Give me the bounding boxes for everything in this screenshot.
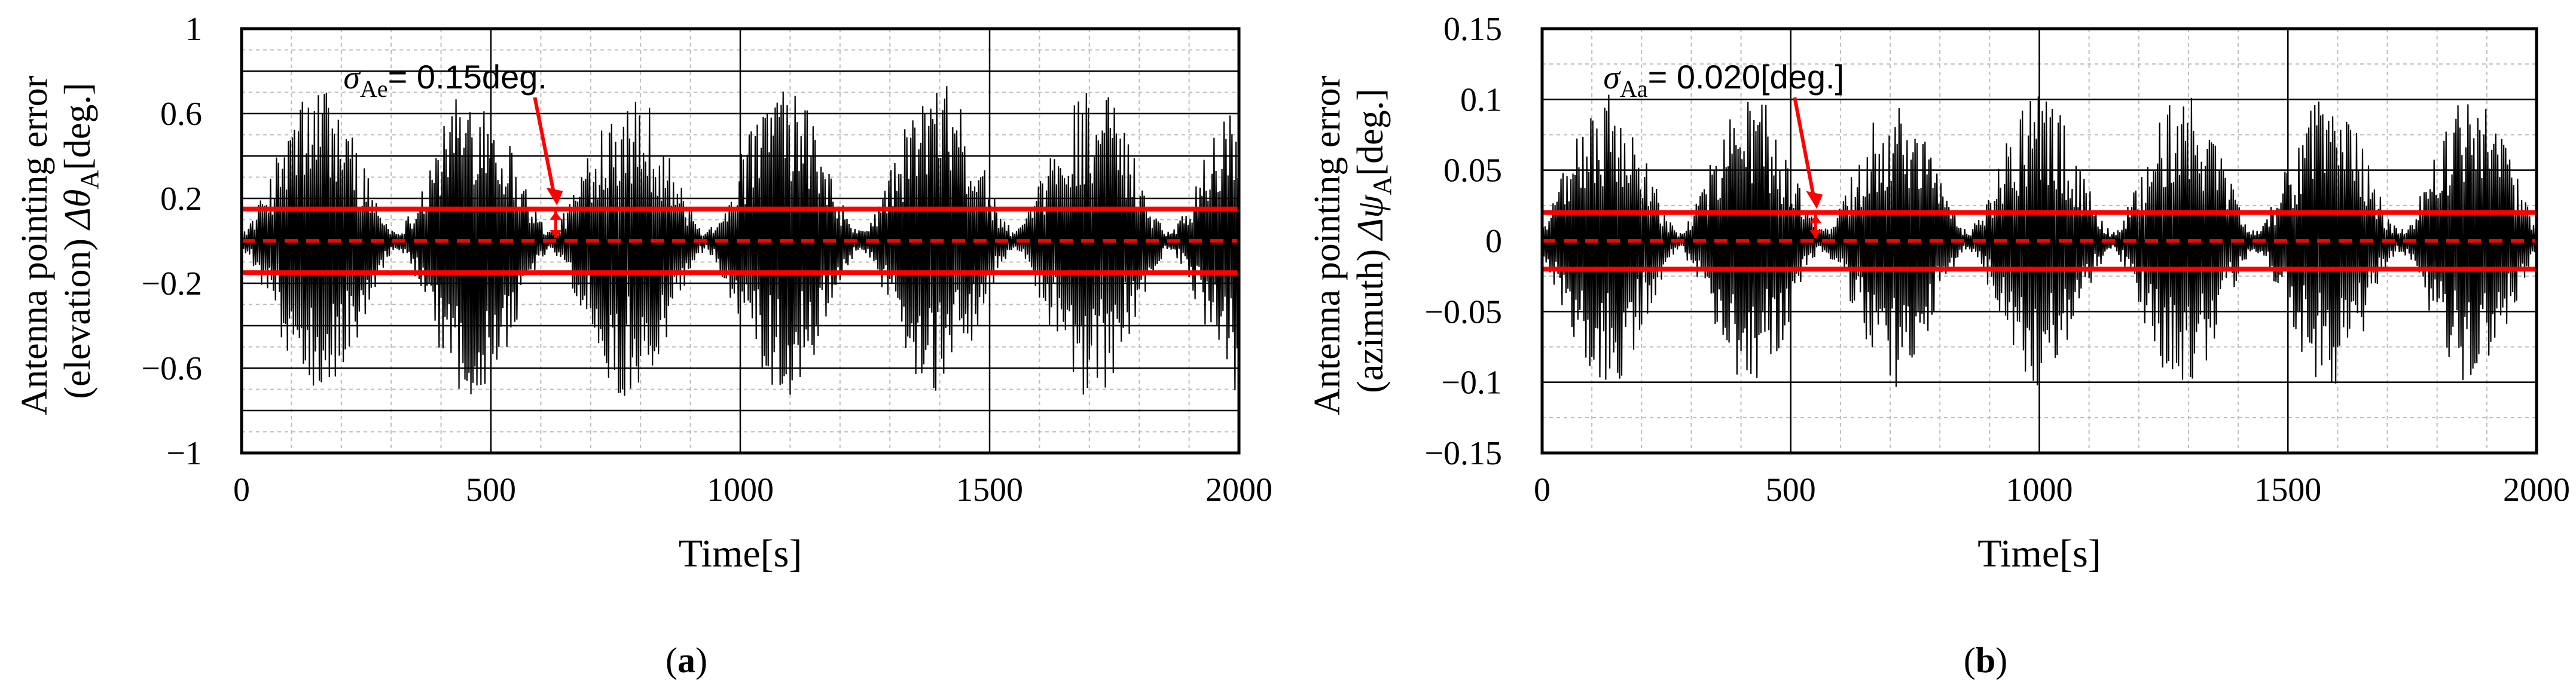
annotation: σAa= 0.020[deg.] bbox=[1603, 58, 1844, 238]
y-tick-label: 0.2 bbox=[160, 180, 202, 218]
annotation-arrowhead bbox=[1806, 191, 1823, 209]
y-axis-label-unit: [deg.] bbox=[1350, 88, 1391, 176]
y-tick-label: 0.05 bbox=[1443, 152, 1502, 189]
y-tick-label: −0.05 bbox=[1424, 293, 1502, 330]
y-tick-label: −0.6 bbox=[141, 350, 202, 387]
y-tick-label: 0.6 bbox=[160, 96, 202, 133]
annotation-subscript: Ae bbox=[360, 75, 388, 102]
annotation-symbol: σ bbox=[343, 59, 361, 96]
y-axis-label-symbol: Δψ bbox=[1350, 194, 1391, 241]
y-tick-label: −0.15 bbox=[1424, 435, 1502, 472]
y-axis-label-line1: Antenna pointing error bbox=[14, 75, 55, 415]
sigma-lines bbox=[1542, 210, 2537, 272]
y-tick-labels: −1 −0.6 −0.2 0.2 0.6 1 bbox=[141, 11, 202, 472]
x-tick-label: 1500 bbox=[956, 471, 1023, 509]
y-tick-label: 0 bbox=[1485, 223, 1502, 260]
annotation-arrow bbox=[1793, 97, 1817, 201]
y-axis-label-symbol: Δθ bbox=[57, 189, 98, 231]
annotation-symbol: σ bbox=[1603, 59, 1621, 96]
y-axis-label-unit: [deg.] bbox=[57, 83, 98, 170]
plot-frame bbox=[1540, 27, 2538, 455]
sigma-span-bottom-head bbox=[550, 230, 562, 238]
y-tick-labels: −0.15 −0.1 −0.05 0 0.05 0.1 0.15 bbox=[1424, 11, 1502, 472]
x-tick-label: 1500 bbox=[2254, 471, 2321, 509]
y-axis-label-line1: Antenna pointing error bbox=[1307, 75, 1348, 415]
y-axis-label-subscript: A bbox=[1368, 176, 1397, 195]
x-tick-label: 2000 bbox=[1205, 471, 1272, 509]
sigma-span-top-head bbox=[1809, 215, 1822, 223]
chart-panel-b: −0.15 −0.1 −0.05 0 0.05 0.1 0.15 0 500 1000 1500 2… bbox=[1307, 11, 2570, 680]
x-tick-label: 0 bbox=[233, 471, 250, 509]
x-tick-labels: 0 500 1000 1500 2000 bbox=[1534, 471, 2570, 509]
annotation-arrow bbox=[533, 97, 557, 198]
panel-label: (b) bbox=[1964, 641, 2007, 680]
y-axis-label-prefix: (elevation) bbox=[57, 229, 98, 399]
x-tick-label: 1000 bbox=[2006, 471, 2073, 509]
plot-frame bbox=[240, 27, 1241, 455]
y-axis-label: Antenna pointing error (elevation) ΔθA[d… bbox=[14, 66, 104, 415]
y-axis-label: Antenna pointing error (azimuth) ΔψA[deg… bbox=[1307, 66, 1397, 415]
x-axis-label: Time[s] bbox=[1977, 532, 2101, 575]
y-tick-label: 0.15 bbox=[1443, 11, 1502, 48]
panel-letter: b bbox=[1976, 641, 1995, 680]
x-tick-label: 0 bbox=[1534, 471, 1551, 509]
x-tick-label: 1000 bbox=[707, 471, 774, 509]
y-axis-label-line2: (elevation) ΔθA[deg.] bbox=[57, 83, 104, 399]
annotation-label: σAe= 0.15deg. bbox=[343, 58, 547, 102]
y-tick-label: 1 bbox=[185, 11, 202, 48]
annotation: σAe= 0.15deg. bbox=[343, 58, 563, 238]
sigma-span-bottom-head bbox=[1809, 230, 1822, 238]
x-tick-labels: 0 500 1000 1500 2000 bbox=[233, 471, 1272, 509]
x-tick-label: 2000 bbox=[2503, 471, 2570, 509]
y-tick-label: −0.2 bbox=[141, 265, 202, 302]
y-tick-label: −1 bbox=[166, 435, 202, 472]
annotation-value: = 0.15deg. bbox=[388, 58, 547, 96]
annotation-label: σAa= 0.020[deg.] bbox=[1603, 58, 1844, 102]
panel-letter: a bbox=[677, 641, 695, 680]
y-axis-label-prefix: (azimuth) bbox=[1350, 240, 1391, 393]
y-tick-label: 0.1 bbox=[1460, 81, 1502, 118]
sigma-lines bbox=[242, 206, 1239, 275]
x-tick-label: 500 bbox=[466, 471, 516, 509]
y-axis-label-line2: (azimuth) ΔψA[deg.] bbox=[1350, 88, 1397, 393]
sigma-span-top-head bbox=[550, 211, 562, 220]
signal-line bbox=[1541, 94, 2538, 387]
annotation-arrowhead bbox=[546, 187, 563, 206]
chart-panel-a: −1 −0.6 −0.2 0.2 0.6 1 0 500 1000 1500 2000 σAe= … bbox=[14, 11, 1272, 680]
y-axis-label-subscript: A bbox=[75, 170, 104, 189]
annotation-subscript: Aa bbox=[1620, 75, 1648, 102]
annotation-value: = 0.020[deg.] bbox=[1648, 58, 1845, 96]
panel-label: (a) bbox=[666, 641, 707, 680]
y-tick-label: −0.1 bbox=[1441, 365, 1502, 402]
x-tick-label: 500 bbox=[1766, 471, 1816, 509]
signal-trace bbox=[1541, 94, 2538, 387]
x-axis-label: Time[s] bbox=[679, 532, 802, 575]
